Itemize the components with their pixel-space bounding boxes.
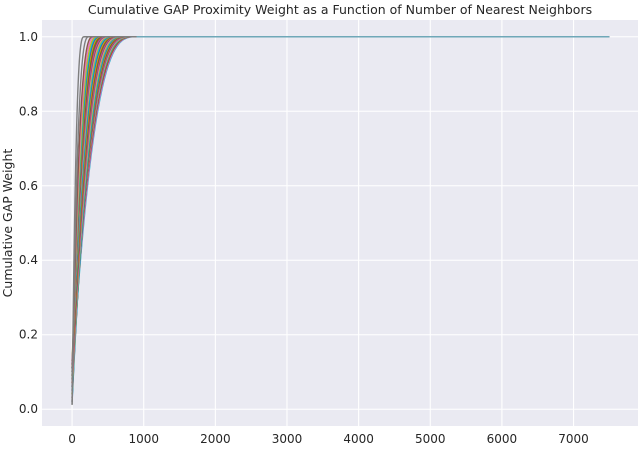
x-tick-label: 7000 xyxy=(558,432,589,446)
x-tick-labels: 0 1000 2000 3000 4000 5000 6000 7000 xyxy=(68,432,589,446)
y-tick-label: 0.2 xyxy=(19,328,38,342)
chart-title: Cumulative GAP Proximity Weight as a Fun… xyxy=(88,2,592,17)
plot-area xyxy=(42,20,638,426)
x-tick-label: 5000 xyxy=(415,432,446,446)
x-tick-label: 2000 xyxy=(200,432,231,446)
x-tick-label: 4000 xyxy=(343,432,374,446)
series-line xyxy=(71,36,610,402)
x-tick-label: 1000 xyxy=(128,432,159,446)
y-tick-label: 0.4 xyxy=(19,253,38,267)
y-tick-label: 1.0 xyxy=(19,30,38,44)
y-tick-label: 0.8 xyxy=(19,104,38,118)
series-line xyxy=(71,36,610,405)
x-tick-label: 6000 xyxy=(487,432,518,446)
series-line xyxy=(71,36,610,405)
y-axis-label: Cumulative GAP Weight xyxy=(0,149,15,298)
x-tick-label: 3000 xyxy=(272,432,303,446)
series-lines xyxy=(71,35,610,405)
y-tick-labels: 0.0 0.2 0.4 0.6 0.8 1.0 xyxy=(19,30,38,416)
y-tick-label: 0.6 xyxy=(19,179,38,193)
y-tick-label: 0.0 xyxy=(19,402,38,416)
x-tick-label: 0 xyxy=(68,432,76,446)
